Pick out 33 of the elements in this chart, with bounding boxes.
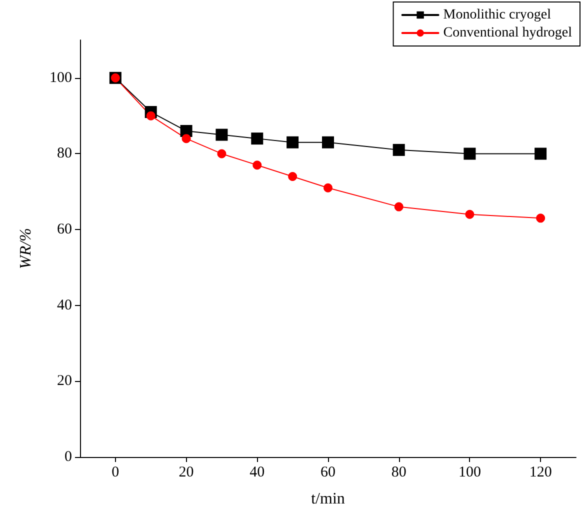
y-axis-title: WR/%: [18, 228, 34, 269]
point: [286, 136, 299, 148]
x-tick-label: 120: [529, 464, 552, 480]
y-tick-label: 60: [57, 222, 72, 238]
point: [251, 132, 264, 145]
point: [324, 183, 332, 192]
x-tick-label: 40: [250, 464, 265, 480]
point: [464, 148, 476, 160]
y-tick-label: 20: [57, 373, 72, 390]
y-tick-label: 0: [64, 449, 72, 465]
point: [394, 202, 404, 212]
point: [322, 136, 334, 148]
point: [216, 128, 228, 141]
point: [536, 214, 546, 223]
y-tick-label: 100: [50, 70, 72, 86]
x-tick-label: 80: [391, 464, 406, 480]
x-tick-label: 20: [178, 464, 194, 480]
point: [534, 148, 547, 160]
point: [217, 149, 226, 158]
point: [146, 111, 156, 120]
y-tick-label: 40: [57, 297, 72, 314]
x-tick-label: 0: [112, 464, 120, 480]
y-tick-label: 80: [57, 146, 72, 162]
legend-label: Monolithic cryogel: [443, 8, 552, 22]
x-tick-label: 100: [458, 464, 481, 480]
legend-label: Conventional hydrogel: [443, 26, 572, 40]
point: [288, 172, 298, 181]
point: [465, 210, 474, 219]
x-axis-title: t/min: [311, 490, 345, 508]
point: [252, 160, 262, 170]
x-tick-label: 60: [320, 464, 336, 480]
point: [392, 144, 405, 156]
point: [182, 134, 191, 144]
